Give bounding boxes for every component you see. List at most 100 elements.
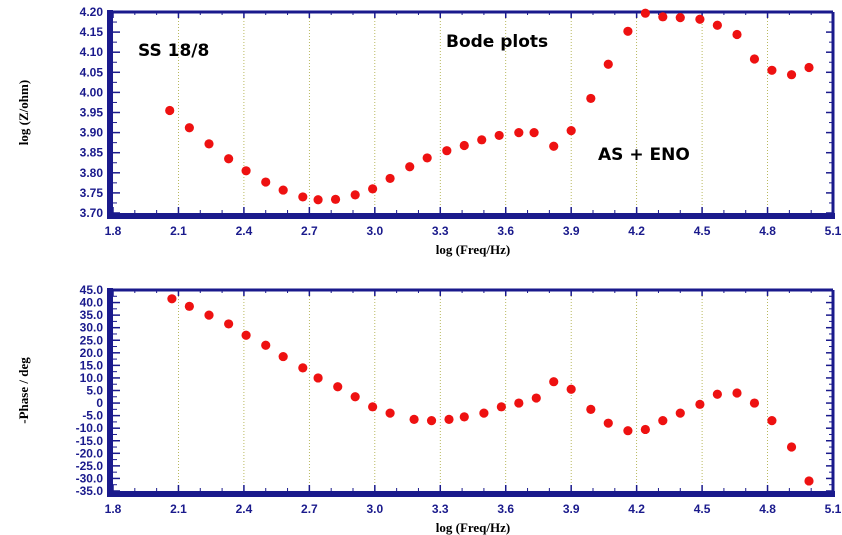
data-point	[675, 13, 685, 23]
data-point	[444, 414, 454, 424]
data-point	[658, 12, 668, 22]
data-point	[496, 402, 506, 412]
data-point	[184, 301, 194, 311]
data-point	[586, 404, 596, 414]
x-tick-label: 4.2	[628, 502, 645, 516]
y-axis-label: -Phase / deg	[16, 357, 31, 424]
x-tick-label: 3.6	[497, 224, 514, 238]
data-point	[385, 408, 395, 418]
data-point	[767, 416, 777, 426]
data-point	[333, 382, 343, 392]
x-tick-label: 5.1	[825, 224, 842, 238]
data-point	[695, 14, 705, 24]
data-point	[603, 59, 613, 69]
y-tick-label: 3.95	[80, 106, 104, 120]
y-tick-label: 3.80	[80, 166, 104, 180]
x-tick-label: 3.0	[366, 502, 383, 516]
y-tick-label: 3.90	[80, 126, 104, 140]
data-point	[494, 130, 504, 141]
x-tick-label: 2.1	[170, 502, 187, 516]
y-tick-label: 3.70	[80, 206, 104, 220]
x-tick-label: 3.3	[432, 224, 449, 238]
x-tick-label: 4.2	[628, 224, 645, 238]
data-point	[712, 20, 722, 30]
x-axis-label: log (Freq/Hz)	[436, 520, 511, 535]
x-tick-label: 2.1	[170, 224, 187, 238]
data-point	[603, 418, 613, 428]
data-point	[224, 319, 234, 329]
data-point	[261, 177, 271, 187]
data-point	[658, 416, 668, 426]
data-point	[786, 442, 797, 452]
y-tick-label: 4.20	[80, 5, 104, 19]
x-tick-label: 4.5	[694, 224, 711, 238]
y-tick-label: -10.0	[76, 421, 104, 435]
annotation-0: SS 18/8	[138, 41, 209, 61]
x-tick-label: 5.1	[825, 502, 842, 516]
x-axis-bar	[107, 491, 835, 497]
data-point	[549, 377, 559, 387]
annotation-2: AS + ENO	[598, 145, 690, 165]
y-axis-label: log (Z/ohm)	[16, 80, 31, 145]
y-tick-label: 4.05	[80, 65, 104, 79]
y-tick-label: -30.0	[76, 471, 104, 485]
y-tick-label: 4.10	[80, 45, 104, 59]
data-point	[640, 8, 650, 18]
data-point	[405, 162, 415, 172]
data-point	[442, 146, 452, 156]
x-tick-label: 2.7	[301, 502, 318, 516]
y-tick-label: 25.0	[80, 333, 104, 347]
y-tick-label: 0	[96, 396, 103, 410]
data-point	[804, 62, 814, 73]
data-point	[278, 351, 288, 362]
data-point	[241, 166, 251, 176]
data-point	[313, 195, 323, 205]
data-point	[531, 393, 541, 403]
x-tick-label: 2.4	[236, 502, 253, 516]
y-tick-label: 4.00	[80, 85, 104, 99]
x-tick-label: 2.7	[301, 224, 318, 238]
y-tick-label: 4.15	[80, 25, 104, 39]
x-tick-label: 4.5	[694, 502, 711, 516]
data-point	[298, 363, 308, 373]
data-point	[422, 153, 432, 163]
data-point	[675, 408, 685, 418]
y-axis-bar	[107, 10, 113, 219]
data-point	[459, 140, 469, 151]
x-tick-label: 3.9	[563, 502, 580, 516]
data-point	[566, 384, 576, 394]
data-point	[514, 128, 524, 138]
phase-plot: -35.0-30.0-25.0-20.0-15.0-10.0-5.005.010…	[16, 283, 842, 535]
y-tick-label: -25.0	[76, 459, 104, 473]
data-point	[529, 128, 539, 138]
data-point	[749, 54, 760, 64]
x-axis-bar	[107, 213, 835, 219]
data-point	[409, 414, 419, 424]
y-tick-label: 20.0	[80, 346, 104, 360]
data-point	[350, 392, 360, 402]
y-tick-label: -35.0	[76, 484, 104, 498]
plot-area	[113, 12, 833, 213]
data-point	[204, 310, 214, 320]
data-point	[566, 125, 576, 136]
data-point	[712, 389, 722, 399]
y-tick-label: 10.0	[80, 371, 104, 385]
y-tick-label: 15.0	[80, 358, 104, 372]
data-point	[640, 424, 650, 435]
y-tick-label: 40.0	[80, 296, 104, 310]
x-tick-label: 4.8	[759, 224, 776, 238]
data-point	[224, 154, 234, 164]
data-point	[623, 26, 633, 36]
impedance-plot: 3.70 3.75 3.80 3.85 3.90 3.95 4.00 4.05 4.10 4.15…	[16, 5, 842, 257]
x-tick-label: 2.4	[236, 224, 253, 238]
data-point	[350, 190, 360, 200]
y-tick-label: 5.0	[86, 384, 103, 398]
data-point	[623, 426, 633, 436]
data-point	[477, 135, 487, 145]
x-tick-label: 1.8	[105, 502, 122, 516]
plot-area	[113, 290, 833, 491]
x-tick-label: 3.6	[497, 502, 514, 516]
data-point	[804, 476, 814, 486]
x-tick-label: 1.8	[105, 224, 122, 238]
data-point	[732, 29, 742, 40]
